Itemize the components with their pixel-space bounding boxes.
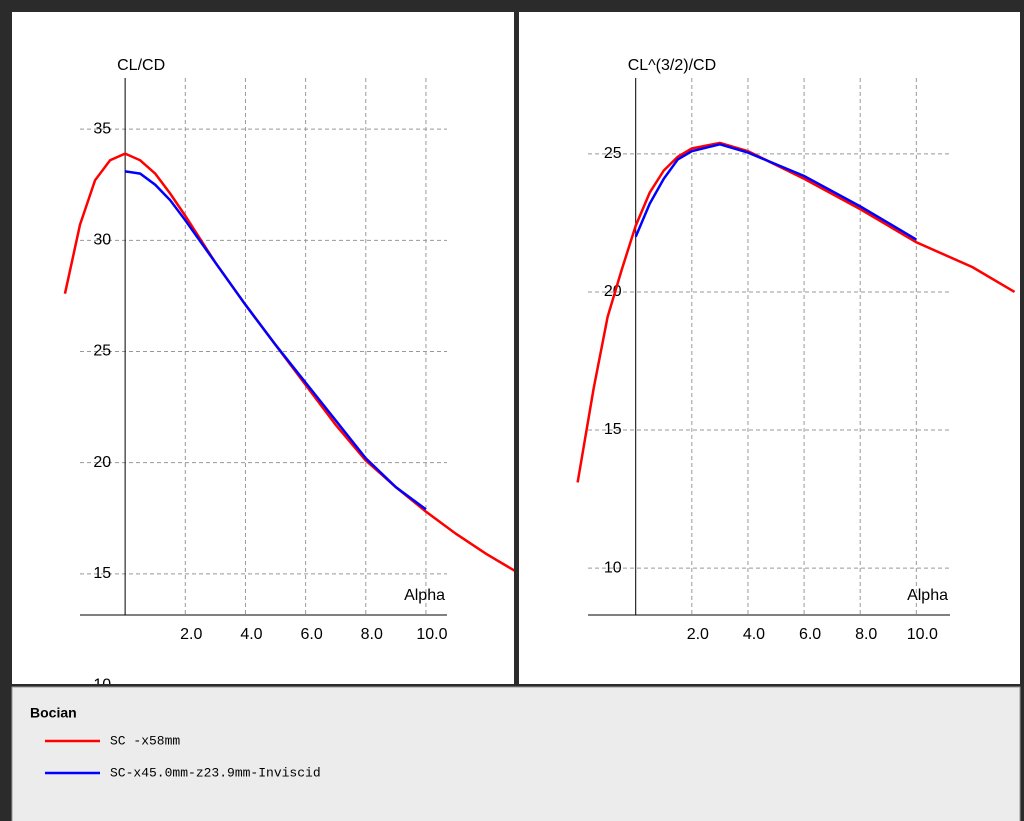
x-tick-label: 6.0 xyxy=(799,626,821,643)
y-tick-label: 35 xyxy=(93,120,111,137)
legend: SC -x58mm SC-x45.0mm-z23.9mm-Inviscid xyxy=(45,733,321,780)
y-tick-label: 20 xyxy=(93,454,111,471)
legend-panel xyxy=(11,686,1021,821)
series-line xyxy=(576,141,1016,483)
y-tick-label: 15 xyxy=(604,421,622,438)
y-tick-label: 25 xyxy=(93,343,111,360)
x-tick-label: 4.0 xyxy=(240,626,262,643)
x-tick-label: 10.0 xyxy=(416,626,447,643)
x-tick-label: 10.0 xyxy=(907,626,938,643)
y-axis-title: CL/CD xyxy=(117,57,165,74)
chart-panel xyxy=(519,12,1020,684)
x-tick-label: 8.0 xyxy=(855,626,877,643)
y-tick-label: 15 xyxy=(93,565,111,582)
x-tick-label: 6.0 xyxy=(300,626,322,643)
legend-label: SC-x45.0mm-z23.9mm-Inviscid xyxy=(110,765,321,780)
y-tick-label: 10 xyxy=(93,676,111,693)
chart-panel xyxy=(12,12,514,684)
x-axis-title: Alpha xyxy=(907,587,948,604)
y-tick-label: 30 xyxy=(93,232,111,249)
x-axis-title: Alpha xyxy=(404,587,445,604)
legend-label: SC -x58mm xyxy=(110,733,180,748)
chart: 10 15 20 25 30 35 2.0 4.0 6.0 8.0 10.0 CL/CD Alpha xyxy=(63,57,514,693)
y-axis-title: CL^(3/2)/CD xyxy=(628,57,716,74)
y-tick-label: 10 xyxy=(604,559,622,576)
legend-title: Bocian xyxy=(30,705,77,721)
x-tick-label: 2.0 xyxy=(180,626,202,643)
x-tick-label: 4.0 xyxy=(743,626,765,643)
series-line xyxy=(634,142,917,241)
series-line xyxy=(124,170,427,511)
x-tick-label: 2.0 xyxy=(687,626,709,643)
y-tick-label: 25 xyxy=(604,145,622,162)
x-tick-label: 8.0 xyxy=(361,626,383,643)
